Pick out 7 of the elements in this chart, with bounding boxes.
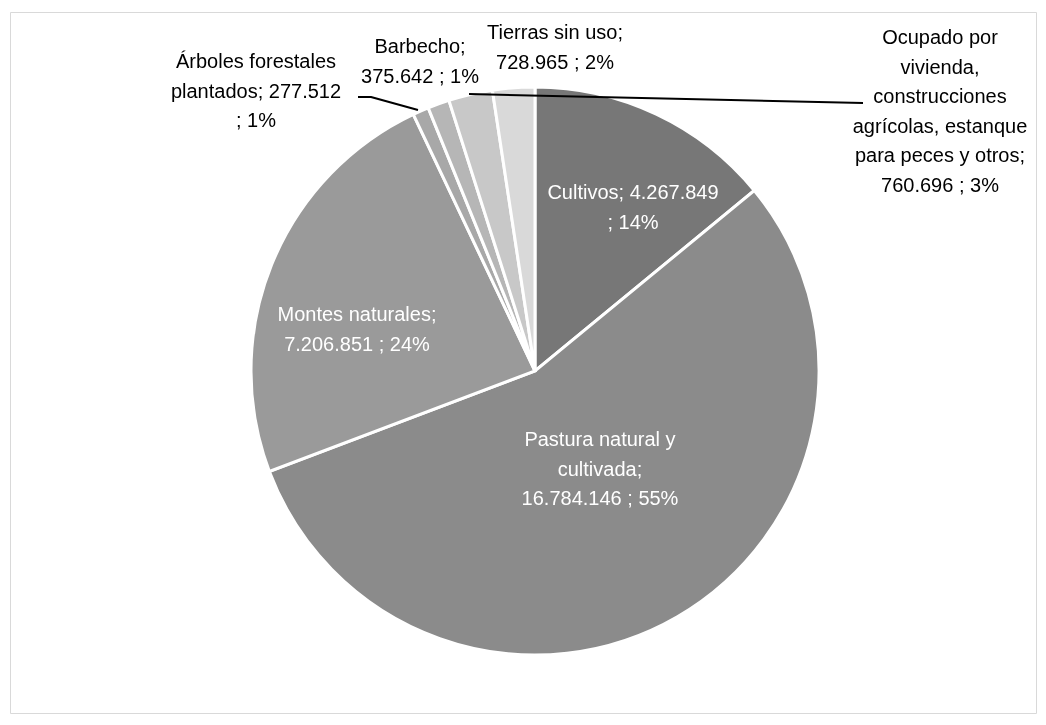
slice-label: Ocupado por vivienda, construcciones agrícolas, estanque para peces y otros; 760.696 ; 3% xyxy=(852,26,1028,196)
slice-label: Montes naturales; 7.206.851 ; 24% xyxy=(277,303,437,355)
slice-label: Cultivos; 4.267.849 ; 14% xyxy=(547,181,719,233)
slice-label: Tierras sin uso; 728.965 ; 2% xyxy=(487,21,623,73)
slice-label: Árboles forestales plantados; 277.512 ; 1% xyxy=(170,50,342,131)
slice-label: Barbecho; 375.642 ; 1% xyxy=(361,35,480,87)
slice-label: Pastura natural y cultivada; 16.784.146 ; 55% xyxy=(521,428,679,509)
